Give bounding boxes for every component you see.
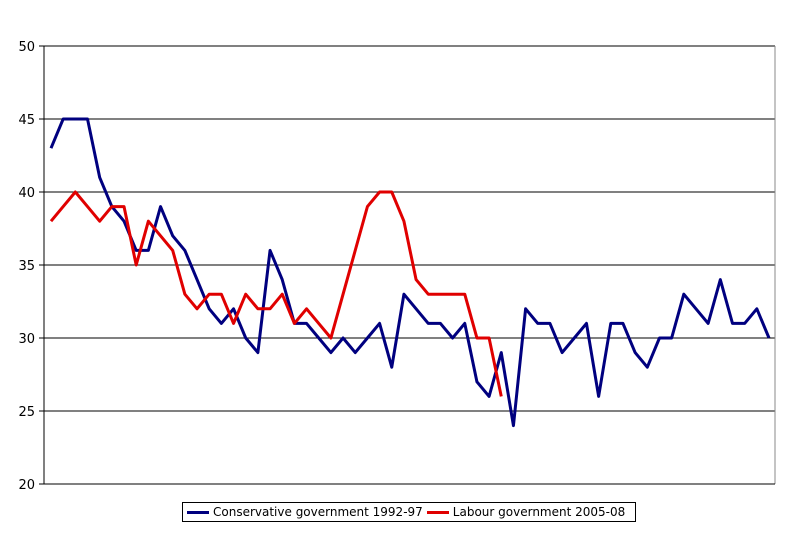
gridlines (44, 45, 775, 485)
y-tick-label: 35 (18, 259, 35, 274)
legend: Conservative government 1992-97 Labour g… (182, 502, 636, 522)
legend-label-labour: Labour government 2005-08 (452, 505, 626, 519)
y-tick-labels: 20 25 30 35 40 45 50 (18, 40, 35, 493)
y-tick-label: 30 (18, 332, 35, 347)
series-line-labour (49, 190, 503, 397)
legend-label-conservative: Conservative government 1992-97 (213, 505, 423, 519)
y-tick-label: 25 (18, 405, 35, 420)
y-tick-label: 20 (18, 478, 35, 493)
series-lines (49, 117, 771, 428)
legend-swatch-labour (426, 510, 449, 514)
legend-item-conservative: Conservative government 1992-97 (187, 505, 423, 519)
series-line-conservative (49, 117, 771, 428)
axes (39, 45, 776, 485)
y-tick-label: 50 (18, 40, 35, 55)
y-tick-label: 40 (18, 186, 35, 201)
legend-item-labour: Labour government 2005-08 (426, 505, 626, 519)
legend-swatch-conservative (187, 510, 209, 514)
y-tick-label: 45 (18, 113, 35, 128)
